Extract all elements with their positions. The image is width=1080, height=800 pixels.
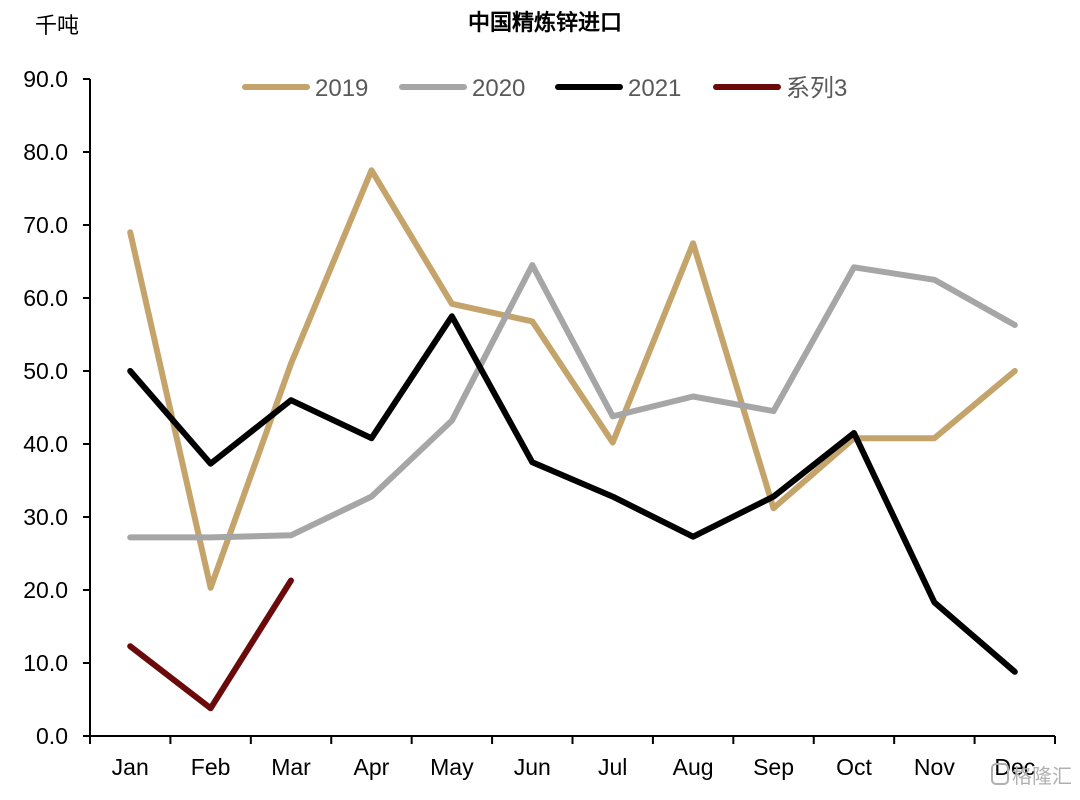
data-point: [933, 437, 935, 439]
data-point: [612, 442, 614, 444]
series-lines: [127, 167, 1018, 712]
x-tick-label: Sep: [753, 754, 794, 780]
x-tick-label: Apr: [354, 754, 390, 780]
data-point: [1014, 370, 1016, 372]
data-point: [692, 536, 694, 538]
legend: 2019 2020 2021 系列3: [242, 75, 847, 102]
y-tick-label: 50.0: [23, 358, 68, 384]
data-point: [129, 645, 131, 647]
x-tick-label: Jan: [112, 754, 149, 780]
data-point: [370, 437, 372, 439]
data-point: [129, 536, 131, 538]
legend-label-0: 2019: [315, 75, 368, 102]
data-point: [1014, 671, 1016, 673]
data-point: [210, 463, 212, 465]
y-tick-label: 90.0: [23, 66, 68, 92]
x-tick-label: Mar: [271, 754, 311, 780]
data-point: [531, 264, 533, 266]
data-point: [210, 707, 212, 709]
y-tick-label: 30.0: [23, 504, 68, 530]
data-point: [290, 534, 292, 536]
watermark-text: 格隆汇: [1012, 764, 1072, 788]
data-point: [612, 496, 614, 498]
data-point: [1014, 324, 1016, 326]
legend-label-1: 2020: [472, 75, 525, 102]
data-point: [210, 587, 212, 589]
data-point: [129, 370, 131, 372]
y-tick-label: 40.0: [23, 431, 68, 457]
data-point: [692, 396, 694, 398]
axes: 0.0 10.0 20.0 30.0 40.0 50.0 60.0 70.0 80.0 90.0 J…: [23, 66, 1056, 780]
data-point: [773, 496, 775, 498]
chart-title: 中国精炼锌进口: [468, 10, 622, 36]
x-tick-label: May: [430, 754, 474, 780]
series-line-2: [127, 313, 1018, 675]
x-tick-label: Oct: [836, 754, 872, 780]
data-point: [451, 420, 453, 422]
y-tick-label: 80.0: [23, 139, 68, 165]
data-point: [290, 363, 292, 365]
series-line-0: [127, 167, 1018, 591]
data-point: [853, 432, 855, 434]
data-point: [129, 231, 131, 233]
data-point: [692, 242, 694, 244]
x-tick-label: Aug: [673, 754, 714, 780]
data-point: [451, 303, 453, 305]
y-tick-label: 10.0: [23, 650, 68, 676]
data-point: [290, 399, 292, 401]
data-point: [370, 496, 372, 498]
data-point: [370, 169, 372, 171]
y-tick-label: 70.0: [23, 212, 68, 238]
data-point: [773, 410, 775, 412]
data-point: [210, 536, 212, 538]
data-point: [612, 415, 614, 417]
series-line-3: [127, 577, 294, 712]
data-point: [531, 461, 533, 463]
data-point: [773, 507, 775, 509]
y-axis-unit: 千吨: [35, 14, 79, 39]
watermark-logo-icon: [991, 763, 1009, 785]
data-point: [933, 279, 935, 281]
x-tick-label: Jul: [598, 754, 627, 780]
data-point: [290, 580, 292, 582]
series-line-1: [127, 262, 1018, 541]
watermark: 格隆汇: [991, 763, 1072, 788]
legend-label-3: 系列3: [786, 75, 847, 102]
data-point: [451, 315, 453, 317]
data-point: [933, 601, 935, 603]
data-point: [853, 266, 855, 268]
x-tick-label: Jun: [514, 754, 551, 780]
y-tick-label: 60.0: [23, 285, 68, 311]
legend-label-2: 2021: [628, 75, 681, 102]
x-tick-label: Nov: [914, 754, 955, 780]
x-tick-label: Dec: [994, 754, 1035, 780]
data-point: [531, 320, 533, 322]
x-tick-label: Feb: [191, 754, 231, 780]
y-tick-label: 20.0: [23, 577, 68, 603]
y-tick-label: 0.0: [36, 723, 68, 749]
